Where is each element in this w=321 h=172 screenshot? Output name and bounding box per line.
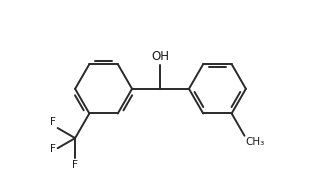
Text: F: F <box>50 144 56 154</box>
Text: OH: OH <box>152 50 169 63</box>
Text: CH₃: CH₃ <box>246 137 265 147</box>
Text: F: F <box>50 117 56 127</box>
Text: F: F <box>72 160 78 170</box>
